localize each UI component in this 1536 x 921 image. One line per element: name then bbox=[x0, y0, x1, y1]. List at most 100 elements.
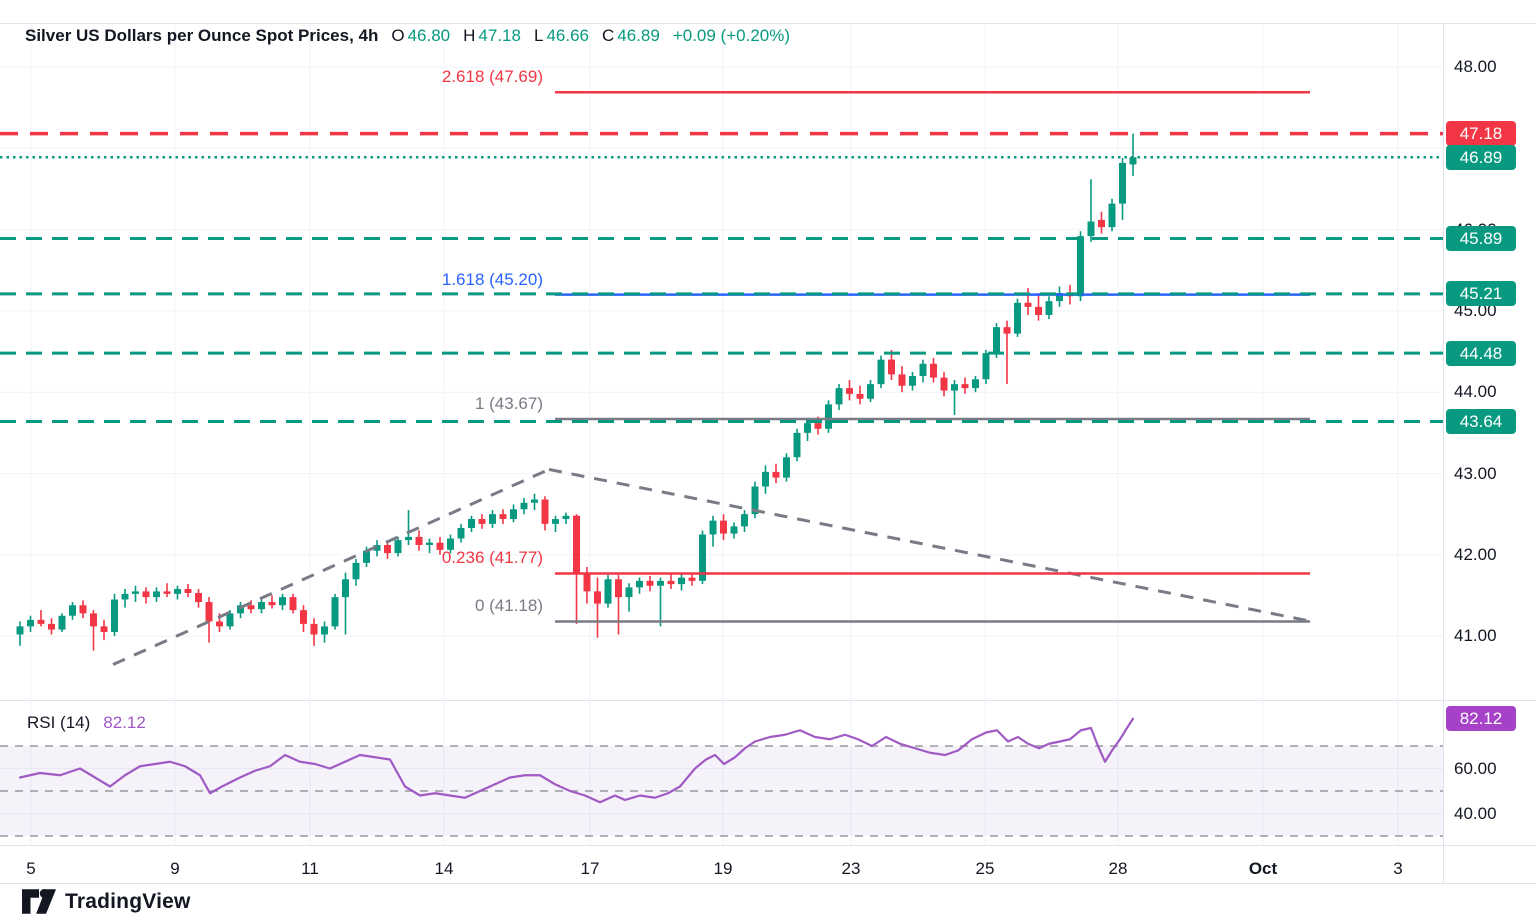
candle bbox=[499, 509, 507, 524]
candle-body bbox=[1035, 306, 1042, 315]
candle bbox=[909, 371, 916, 391]
candle bbox=[846, 380, 853, 401]
candle bbox=[1098, 211, 1105, 234]
candle bbox=[258, 598, 265, 614]
candle bbox=[331, 593, 339, 630]
candle-body bbox=[37, 619, 45, 624]
candle bbox=[279, 593, 286, 611]
candle-body bbox=[310, 623, 318, 635]
candle-body bbox=[846, 388, 853, 394]
candle-body bbox=[646, 580, 654, 586]
time-tick-label: Oct bbox=[1248, 859, 1278, 878]
candle bbox=[121, 588, 129, 608]
candle-body bbox=[636, 580, 643, 588]
candle-body bbox=[552, 519, 559, 524]
candle bbox=[100, 619, 108, 641]
candle-body bbox=[667, 580, 675, 585]
candle-body bbox=[100, 626, 108, 633]
candle bbox=[27, 615, 34, 633]
candle-body bbox=[940, 377, 948, 391]
candle bbox=[594, 577, 601, 638]
level-lines-layer bbox=[0, 131, 1443, 423]
candle bbox=[867, 380, 874, 402]
time-tick-label: 23 bbox=[841, 859, 861, 878]
trendline bbox=[112, 468, 550, 666]
rsi-threshold-lines bbox=[0, 745, 1443, 837]
candle-body bbox=[888, 359, 895, 375]
candle bbox=[16, 621, 24, 646]
candle-body bbox=[583, 572, 591, 592]
candle bbox=[478, 514, 486, 529]
candle-body bbox=[48, 623, 55, 630]
candle bbox=[237, 601, 244, 619]
candle-body bbox=[877, 359, 885, 385]
candle bbox=[625, 583, 633, 612]
candle-body bbox=[688, 577, 696, 581]
candle-body bbox=[121, 593, 129, 600]
candle-body bbox=[499, 514, 507, 520]
candle-body bbox=[909, 375, 916, 386]
candle-body bbox=[751, 486, 759, 515]
candle-body bbox=[615, 579, 622, 598]
candle-body bbox=[762, 471, 769, 487]
candle-body bbox=[720, 520, 727, 534]
candle-body bbox=[468, 519, 475, 528]
candle-body bbox=[405, 536, 412, 541]
candle-body bbox=[594, 591, 601, 604]
price-tick-label: 41.00 bbox=[1454, 626, 1497, 646]
candle-body bbox=[993, 327, 1000, 354]
pane-separators bbox=[0, 23, 1536, 884]
rsi-value-badge: 82.12 bbox=[1446, 706, 1516, 732]
candle bbox=[163, 583, 171, 598]
price-level-badge: 44.48 bbox=[1446, 340, 1516, 366]
candle-body bbox=[972, 379, 979, 389]
candle-body bbox=[153, 591, 160, 598]
tradingview-brand-text: TradingView bbox=[65, 889, 191, 913]
candle-body bbox=[163, 591, 171, 594]
candle bbox=[69, 601, 76, 620]
candle-body bbox=[783, 457, 790, 478]
candle-body bbox=[426, 542, 433, 546]
candle bbox=[520, 497, 528, 515]
time-tick-label: 28 bbox=[1108, 859, 1128, 878]
candle-body bbox=[1003, 327, 1011, 334]
candle-body bbox=[415, 536, 423, 546]
candle-body bbox=[1098, 219, 1105, 228]
price-tick-label: 42.00 bbox=[1454, 544, 1497, 564]
candle bbox=[982, 349, 990, 385]
candle-body bbox=[247, 605, 255, 610]
candle bbox=[1014, 298, 1021, 337]
candle bbox=[951, 380, 958, 415]
candle bbox=[709, 515, 717, 547]
candles-layer[interactable] bbox=[16, 133, 1137, 651]
candle bbox=[678, 574, 685, 591]
candle bbox=[37, 610, 45, 627]
candle-body bbox=[195, 593, 202, 602]
tradingview-watermark[interactable]: TradingView bbox=[22, 888, 191, 915]
candle-body bbox=[541, 499, 549, 524]
candle bbox=[447, 534, 454, 554]
candle-body bbox=[1108, 203, 1116, 228]
candle-body bbox=[216, 621, 223, 627]
fib-lines-layer bbox=[555, 90, 1310, 623]
candle-body bbox=[793, 432, 801, 458]
candle-body bbox=[856, 393, 864, 399]
candle bbox=[541, 496, 549, 531]
candle bbox=[699, 530, 706, 585]
candle bbox=[783, 453, 790, 482]
fib-level-label: 1.618 (45.20) bbox=[441, 269, 543, 289]
candle-body bbox=[289, 597, 297, 611]
candle bbox=[489, 510, 496, 528]
candle bbox=[90, 610, 97, 651]
symbol-title: Silver US Dollars per Ounce Spot Prices,… bbox=[25, 26, 379, 45]
candle-body bbox=[1045, 301, 1053, 315]
candle bbox=[1108, 198, 1116, 232]
candle bbox=[247, 600, 255, 614]
candle bbox=[1035, 293, 1042, 321]
candle-body bbox=[1087, 221, 1095, 237]
candle-body bbox=[478, 519, 486, 524]
candle-body bbox=[772, 471, 780, 478]
candle-body bbox=[678, 577, 685, 585]
candle bbox=[1077, 231, 1084, 302]
